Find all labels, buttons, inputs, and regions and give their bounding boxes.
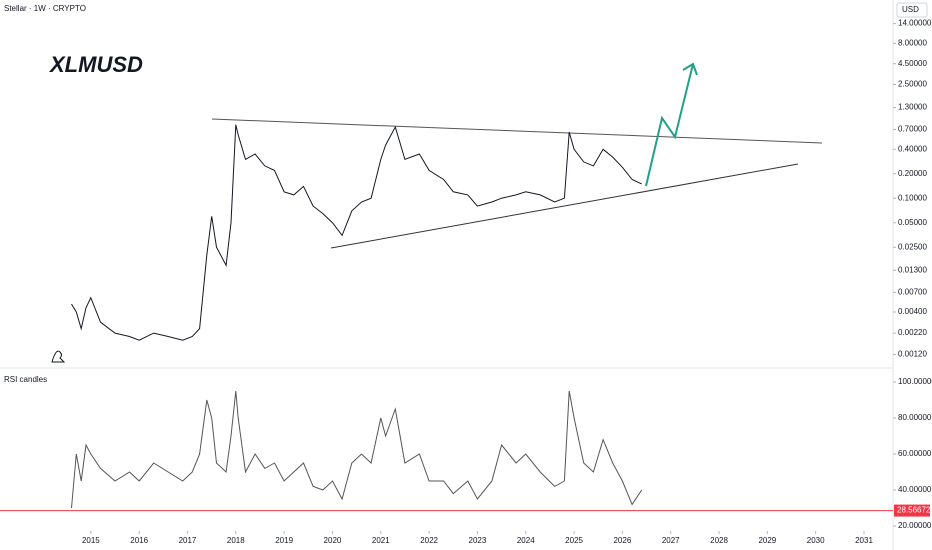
x-tick-label: 2021	[372, 536, 390, 545]
y-tick-label: 0.00700	[898, 287, 927, 296]
y-tick-label: 0.00120	[898, 350, 927, 359]
y-tick-label: 0.00220	[898, 328, 927, 337]
x-tick-label: 2020	[324, 536, 342, 545]
y-tick-label: 2.50000	[898, 80, 927, 89]
lower-trendline	[330, 163, 799, 249]
price-line	[71, 124, 642, 341]
x-tick-label: 2031	[855, 536, 873, 545]
y-tick-label: 0.00400	[898, 307, 927, 316]
x-tick-label: 2024	[517, 536, 535, 545]
rsi-level-box	[894, 504, 930, 517]
x-tick-label: 2016	[130, 536, 148, 545]
rsi-y-tick-label: 80.00000	[898, 413, 932, 422]
x-tick-label: 2017	[179, 536, 197, 545]
x-tick-label: 2025	[565, 536, 583, 545]
rsi-y-tick-label: 60.00000	[898, 449, 932, 458]
upper-trendline	[211, 118, 823, 144]
x-tick-label: 2026	[613, 536, 631, 545]
currency-box	[896, 2, 928, 18]
rsi-label: RSI candles	[4, 375, 47, 384]
x-tick-label: 2029	[758, 536, 776, 545]
rsi-y-tick-label: 100.00000	[898, 377, 932, 386]
y-tick-label: 0.40000	[898, 144, 927, 153]
x-tick-label: 2030	[807, 536, 825, 545]
y-tick-label: 0.05000	[898, 218, 927, 227]
y-tick-label: 14.00000	[898, 19, 932, 28]
y-tick-label: 4.50000	[898, 59, 927, 68]
y-tick-label: 0.01300	[898, 265, 927, 274]
rsi-y-tick-label: 20.00000	[898, 521, 932, 530]
y-tick-label: 0.02500	[898, 242, 927, 251]
y-tick-label: 8.00000	[898, 38, 927, 47]
rsi-y-tick-label: 40.00000	[898, 485, 932, 494]
symbol-header: Stellar · 1W · CRYPTO	[4, 4, 86, 13]
x-tick-label: 2015	[82, 536, 100, 545]
y-tick-label: 1.30000	[898, 103, 927, 112]
title: XLMUSD	[48, 52, 143, 77]
logo	[51, 350, 66, 363]
y-tick-label: 0.70000	[898, 125, 927, 134]
y-tick-label: 0.20000	[898, 169, 927, 178]
x-tick-label: 2022	[420, 536, 438, 545]
x-tick-label: 2018	[227, 536, 245, 545]
x-tick-label: 2027	[662, 536, 680, 545]
x-tick-label: 2019	[275, 536, 293, 545]
rsi-line	[71, 390, 643, 509]
projection-arrow	[645, 63, 694, 187]
currency: USD	[902, 5, 919, 14]
arrow-head	[682, 62, 698, 76]
rsi-level-label: 28.56672	[897, 506, 931, 515]
x-tick-label: 2023	[469, 536, 487, 545]
y-tick-label: 0.10000	[898, 193, 927, 202]
x-tick-label: 2028	[710, 536, 728, 545]
